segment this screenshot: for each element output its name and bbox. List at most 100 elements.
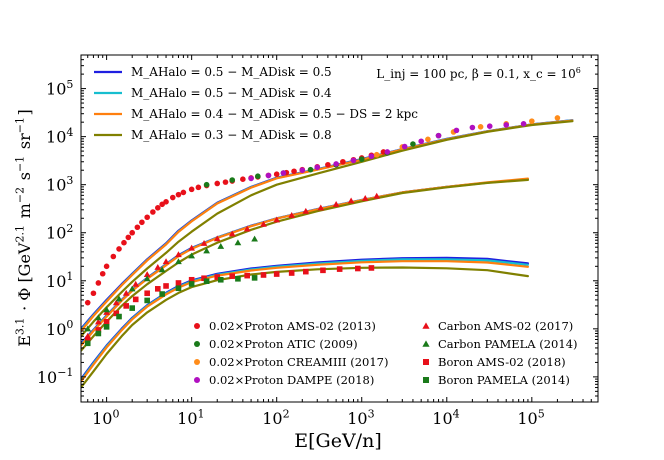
- data-legend-label: 0.02×Proton AMS-02 (2013): [209, 319, 376, 333]
- data-point: [308, 167, 314, 173]
- data-point: [133, 297, 139, 303]
- data-point: [91, 290, 97, 296]
- data-point: [289, 270, 295, 276]
- data-point: [135, 224, 141, 230]
- data-points: [84, 115, 560, 346]
- data-point: [96, 331, 102, 337]
- data-point: [255, 173, 261, 179]
- data-point: [348, 198, 355, 204]
- data-point: [325, 162, 331, 168]
- data-legend-marker: [423, 359, 429, 365]
- data-point: [374, 152, 380, 158]
- data-point: [340, 159, 346, 165]
- data-point: [116, 246, 122, 252]
- data-point: [218, 277, 224, 283]
- data-point: [163, 199, 169, 205]
- data-point: [170, 195, 176, 201]
- data-legend-label: Carbon PAMELA (2014): [438, 337, 578, 351]
- model-legend-label: M_AHalo = 0.5 − M_ADisk = 0.4: [131, 86, 332, 100]
- data-point: [196, 185, 202, 191]
- data-legend-marker: [194, 323, 200, 329]
- data-point: [155, 286, 161, 292]
- data-point: [189, 281, 195, 287]
- data-point: [154, 264, 161, 270]
- x-tick-label: 104: [432, 407, 461, 428]
- data-legend-label: 0.02×Proton DAMPE (2018): [209, 373, 374, 387]
- data-legend-label: Carbon AMS-02 (2017): [438, 319, 573, 333]
- data-legend-marker: [423, 377, 429, 383]
- data-point: [85, 300, 91, 306]
- x-tick-label: 103: [347, 407, 376, 428]
- data-point: [355, 266, 361, 272]
- data-point: [410, 141, 416, 147]
- data-point: [337, 266, 343, 272]
- data-point: [369, 153, 375, 159]
- data-point: [261, 272, 267, 278]
- data-point: [139, 219, 145, 225]
- data-point: [314, 165, 320, 171]
- model-curve-proton-halo0.5-disk0.5: [81, 120, 572, 329]
- x-tick-label: 100: [92, 407, 121, 428]
- data-legend: 0.02×Proton AMS-02 (2013) 0.02×Proton ATI…: [194, 319, 578, 387]
- data-point: [204, 278, 210, 284]
- data-point: [248, 176, 254, 182]
- data-point: [159, 291, 165, 297]
- data-point: [252, 275, 258, 281]
- data-point: [214, 181, 220, 187]
- data-point: [333, 161, 339, 167]
- data-point: [111, 254, 117, 260]
- model-legend: M_AHalo = 0.5 − M_ADisk = 0.5 M_AHalo = 0…: [94, 65, 418, 142]
- x-tick-label: 101: [177, 407, 206, 428]
- x-tick-label: 102: [262, 407, 291, 428]
- data-point: [251, 236, 258, 242]
- y-tick-label: 103: [46, 174, 75, 195]
- data-point: [503, 122, 509, 128]
- data-point: [181, 190, 187, 196]
- y-axis-label: E3.1 · Φ [GeV2.1 m−2 s−1 sr−1 ]: [13, 109, 34, 347]
- data-legend-marker: [422, 340, 429, 346]
- data-point: [385, 149, 391, 155]
- x-tick-label: 105: [517, 407, 546, 428]
- data-point: [144, 298, 150, 304]
- data-point: [217, 243, 224, 249]
- data-legend-label: 0.02×Proton ATIC (2009): [209, 337, 358, 351]
- data-point: [303, 269, 309, 275]
- data-legend-label: 0.02×Proton CREAMIII (2017): [209, 355, 388, 369]
- data-point: [418, 138, 424, 144]
- data-point: [150, 209, 156, 215]
- data-point: [274, 171, 280, 177]
- data-point: [244, 273, 250, 279]
- data-legend-label: Boron AMS-02 (2018): [438, 355, 566, 369]
- data-point: [291, 168, 297, 174]
- model-legend-label: M_AHalo = 0.5 − M_ADisk = 0.5: [131, 65, 332, 79]
- data-point: [123, 303, 129, 309]
- data-point: [281, 170, 287, 176]
- data-point: [274, 271, 280, 277]
- y-tick-label: 10−1: [37, 366, 75, 387]
- data-point: [144, 290, 150, 296]
- data-point: [240, 176, 246, 182]
- y-tick-label: 105: [46, 78, 75, 99]
- data-point: [235, 239, 242, 245]
- data-point: [266, 173, 272, 179]
- data-point: [100, 271, 106, 277]
- data-legend-label: Boron PAMELA (2014): [438, 373, 570, 387]
- data-point: [96, 280, 102, 286]
- data-point: [163, 283, 169, 289]
- data-point: [229, 177, 235, 183]
- data-point: [104, 319, 110, 325]
- data-point: [144, 214, 150, 220]
- data-point: [176, 285, 182, 291]
- data-point: [189, 187, 195, 193]
- data-point: [487, 123, 493, 129]
- model-legend-label: M_AHalo = 0.3 − M_ADisk = 0.8: [131, 128, 332, 142]
- data-point: [351, 158, 357, 164]
- data-point: [359, 156, 365, 162]
- data-point: [369, 265, 375, 271]
- data-point: [235, 276, 241, 282]
- data-point: [126, 235, 132, 241]
- data-point: [373, 193, 380, 199]
- data-point: [155, 205, 161, 211]
- data-point: [555, 115, 561, 121]
- y-tick-label: 104: [46, 126, 75, 147]
